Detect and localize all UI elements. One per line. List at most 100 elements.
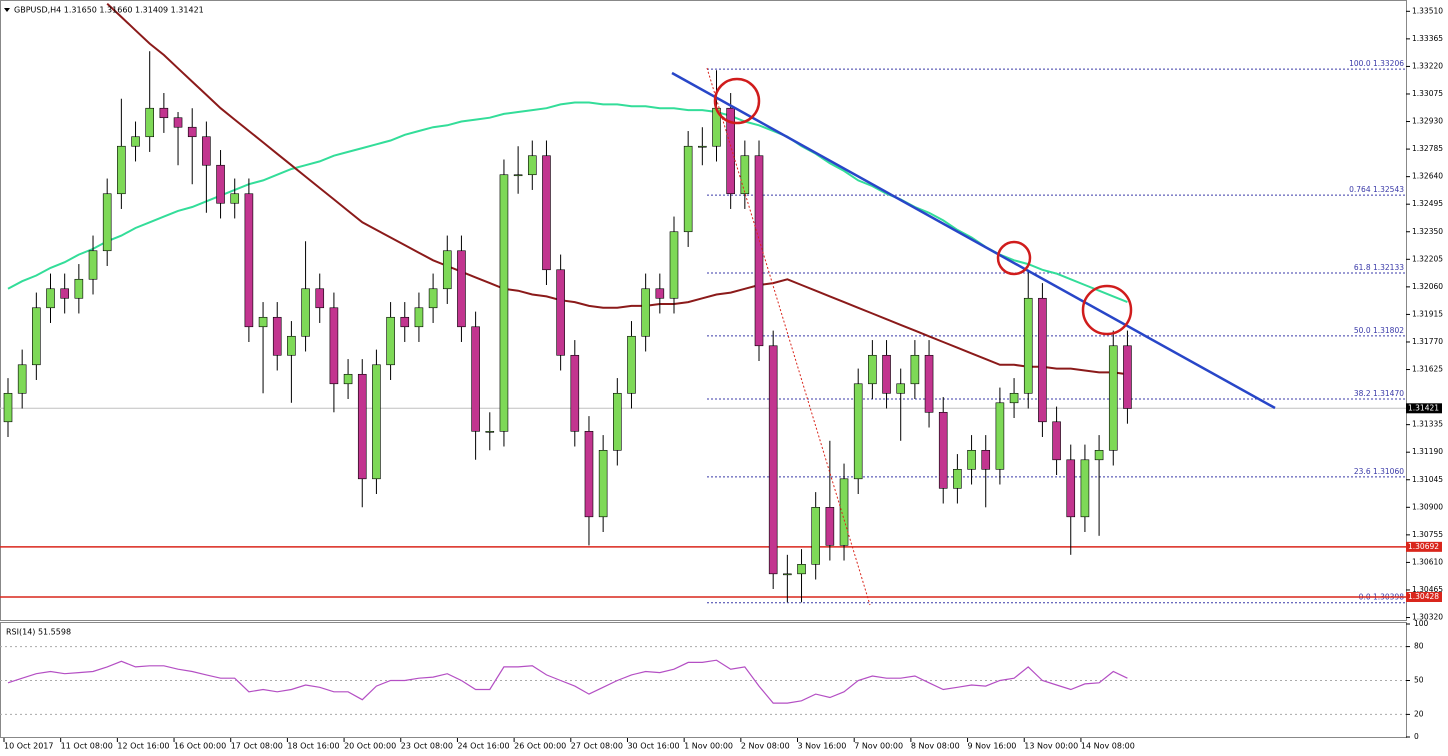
candle-body bbox=[542, 155, 551, 271]
candle-body bbox=[159, 107, 169, 119]
fib-label: 23.6 1.31060 bbox=[1354, 467, 1404, 476]
rsi-tick-label: 0 bbox=[1414, 732, 1419, 741]
candle-body bbox=[1023, 297, 1033, 394]
candle-body bbox=[428, 288, 438, 309]
candle-body bbox=[981, 449, 991, 470]
candle-body bbox=[967, 449, 976, 470]
candle-body bbox=[357, 373, 367, 480]
candle-body bbox=[768, 345, 778, 575]
y-tick-label: 1.33220 bbox=[1412, 61, 1443, 70]
x-tick-label: 23 Oct 08:00 bbox=[401, 742, 453, 751]
candle-body bbox=[74, 278, 84, 299]
candle-body bbox=[442, 250, 452, 290]
candle-body bbox=[372, 364, 381, 480]
candle-body bbox=[287, 335, 296, 356]
rsi-title: RSI(14) 51.5598 bbox=[6, 628, 71, 637]
moving-average bbox=[106, 2, 1128, 376]
candle-body bbox=[1038, 297, 1047, 423]
last-price-box bbox=[1406, 403, 1442, 414]
y-tick-label: 1.33510 bbox=[1412, 6, 1443, 15]
candle-body bbox=[230, 193, 240, 204]
x-tick-label: 20 Oct 00:00 bbox=[344, 742, 396, 751]
candle-body bbox=[60, 288, 69, 299]
candle-body bbox=[811, 507, 820, 565]
x-tick-label: 9 Nov 16:00 bbox=[968, 742, 1017, 751]
fib-label: 0.764 1.32543 bbox=[1349, 185, 1404, 194]
y-tick-label: 1.32205 bbox=[1412, 254, 1443, 263]
fib-label: 50.0 1.31802 bbox=[1354, 326, 1404, 335]
x-tick-label: 7 Nov 00:00 bbox=[854, 742, 903, 751]
fib-guide bbox=[706, 67, 871, 606]
y-tick-label: 1.31045 bbox=[1412, 475, 1443, 484]
candle-body bbox=[740, 155, 750, 195]
candle-body bbox=[513, 174, 523, 177]
y-tick-label: 1.32060 bbox=[1412, 282, 1443, 291]
candle-body bbox=[272, 316, 282, 356]
x-tick-label: 10 Oct 2017 bbox=[4, 742, 53, 751]
candle-body bbox=[471, 326, 480, 432]
candle-body bbox=[1108, 345, 1118, 451]
y-tick-label: 1.31770 bbox=[1412, 337, 1443, 346]
candle-body bbox=[32, 307, 41, 366]
candle-body bbox=[1052, 421, 1061, 461]
candle-body bbox=[556, 269, 565, 356]
candle-body bbox=[343, 373, 353, 385]
candle-body bbox=[754, 155, 764, 347]
touch-circle bbox=[996, 240, 1032, 276]
main-panel bbox=[0, 0, 1407, 621]
candle-body bbox=[329, 307, 339, 385]
candle-body bbox=[400, 316, 410, 328]
candle-body bbox=[17, 364, 27, 394]
candle-body bbox=[102, 193, 112, 252]
candle-body bbox=[584, 430, 594, 518]
candle-body bbox=[457, 250, 466, 328]
candle-body bbox=[627, 335, 636, 394]
candle-body bbox=[145, 107, 154, 138]
y-tick-label: 1.31335 bbox=[1412, 420, 1443, 429]
y-tick-label: 1.33365 bbox=[1412, 34, 1443, 43]
candle-body bbox=[868, 354, 877, 385]
x-tick-label: 24 Oct 16:00 bbox=[457, 742, 509, 751]
y-tick-label: 1.31625 bbox=[1412, 365, 1443, 374]
y-tick-label: 1.30900 bbox=[1412, 502, 1443, 511]
candle-body bbox=[839, 478, 849, 546]
candle-body bbox=[499, 174, 509, 432]
candle-body bbox=[853, 383, 863, 480]
candle-body bbox=[641, 288, 650, 337]
candle-body bbox=[527, 155, 537, 176]
candle-body bbox=[244, 193, 254, 328]
moving-average bbox=[7, 101, 1128, 304]
rsi-tick-label: 80 bbox=[1414, 642, 1424, 651]
y-tick-label: 1.31915 bbox=[1412, 309, 1443, 318]
candle-body bbox=[882, 354, 891, 394]
y-tick-label: 1.33075 bbox=[1412, 89, 1443, 98]
x-tick-label: 12 Oct 16:00 bbox=[117, 742, 169, 751]
last-price-label: 1.31421 bbox=[1408, 403, 1439, 412]
candle-body bbox=[783, 573, 792, 576]
fib-label: 100.0 1.33206 bbox=[1349, 59, 1404, 68]
candle-body bbox=[726, 107, 735, 195]
chart-header: GBPUSD,H4 1.31650 1.31660 1.31409 1.3142… bbox=[14, 6, 204, 15]
x-tick-label: 26 Oct 00:00 bbox=[514, 742, 566, 751]
candle-body bbox=[173, 117, 183, 128]
x-tick-label: 2 Nov 08:00 bbox=[741, 742, 790, 751]
candle-body bbox=[698, 145, 707, 148]
candle-body bbox=[1009, 392, 1019, 404]
menu-arrow bbox=[4, 8, 10, 12]
rsi-tick-label: 20 bbox=[1414, 709, 1424, 718]
candle-body bbox=[1094, 449, 1104, 461]
candle-body bbox=[1066, 459, 1076, 518]
y-tick-label: 1.32350 bbox=[1412, 227, 1443, 236]
x-tick-label: 27 Oct 08:00 bbox=[571, 742, 623, 751]
y-tick-label: 1.31190 bbox=[1412, 447, 1443, 456]
y-tick-label: 1.32785 bbox=[1412, 144, 1443, 153]
candle-body bbox=[117, 145, 126, 195]
y-tick-label: 1.32495 bbox=[1412, 199, 1443, 208]
candle-body bbox=[216, 164, 225, 204]
candle-body bbox=[386, 316, 395, 366]
x-tick-label: 16 Oct 00:00 bbox=[174, 742, 226, 751]
y-tick-label: 1.30465 bbox=[1412, 585, 1443, 594]
touch-circle bbox=[1081, 284, 1133, 336]
candle-body bbox=[598, 449, 608, 518]
